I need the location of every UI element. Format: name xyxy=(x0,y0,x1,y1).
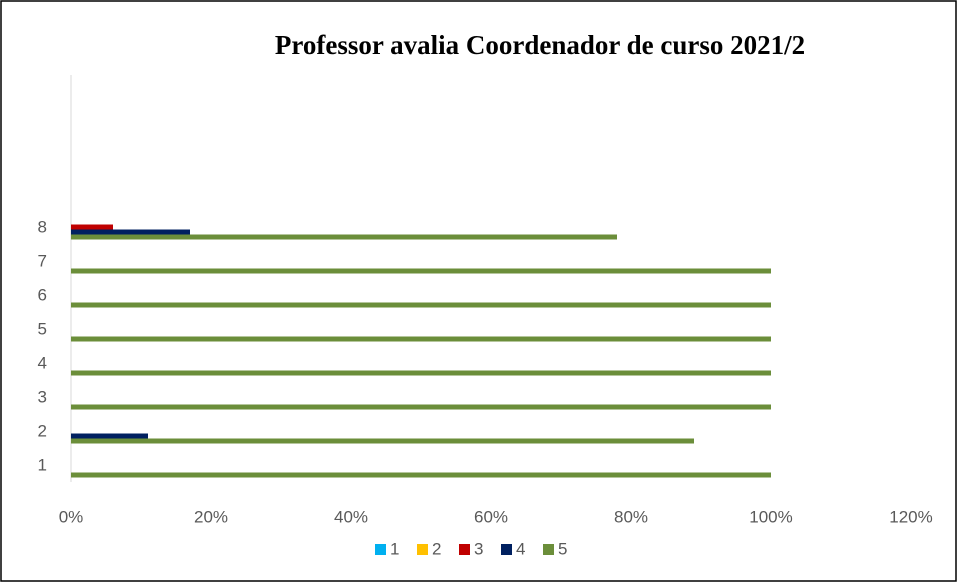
y-tick-label: 8 xyxy=(38,217,47,236)
legend-swatch xyxy=(501,544,512,555)
x-tick-label: 80% xyxy=(614,507,648,526)
y-tick-label: 3 xyxy=(38,387,47,406)
x-tick-label: 0% xyxy=(59,507,84,526)
bar xyxy=(71,268,771,274)
bar xyxy=(71,438,694,444)
x-tick-label: 60% xyxy=(474,507,508,526)
y-tick-label: 5 xyxy=(38,319,47,338)
y-tick-label: 1 xyxy=(38,455,47,474)
bar xyxy=(71,336,771,342)
legend-label: 2 xyxy=(432,539,441,558)
chart-title: Professor avalia Coordenador de curso 20… xyxy=(275,30,805,60)
legend-label: 5 xyxy=(558,539,567,558)
x-tick-label: 120% xyxy=(889,507,932,526)
x-tick-label: 40% xyxy=(334,507,368,526)
bar xyxy=(71,302,771,308)
bar xyxy=(71,370,771,376)
bar xyxy=(71,404,771,410)
legend-swatch xyxy=(543,544,554,555)
bar xyxy=(71,472,771,478)
x-tick-label: 100% xyxy=(749,507,792,526)
legend-swatch xyxy=(417,544,428,555)
y-tick-label: 4 xyxy=(38,353,47,372)
y-tick-label: 7 xyxy=(38,251,47,270)
bar xyxy=(71,224,113,230)
legend-swatch xyxy=(459,544,470,555)
legend-label: 4 xyxy=(516,539,525,558)
legend-swatch xyxy=(375,544,386,555)
bar xyxy=(71,433,148,439)
bar xyxy=(71,234,617,240)
bar xyxy=(71,229,190,235)
x-tick-label: 20% xyxy=(194,507,228,526)
legend-label: 3 xyxy=(474,539,483,558)
y-tick-label: 2 xyxy=(38,421,47,440)
y-tick-label: 6 xyxy=(38,285,47,304)
legend-label: 1 xyxy=(390,539,399,558)
